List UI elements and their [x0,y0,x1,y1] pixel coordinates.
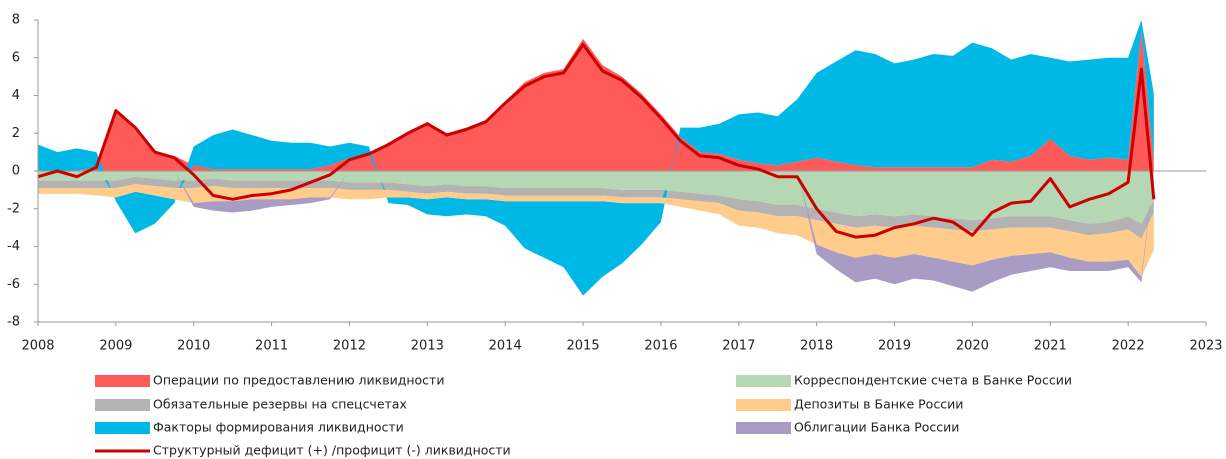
legend-swatch [736,375,791,387]
legend-item: Облигации Банка России [736,420,959,435]
y-tick-label: -8 [7,315,20,330]
y-tick-label: -2 [7,201,20,216]
x-tick-label: 2016 [644,339,677,354]
area [38,184,1154,277]
area [38,29,1154,172]
legend-label: Корреспондентские счета в Банке России [794,373,1072,388]
y-tick-label: 6 [12,50,20,65]
legend-label: Факторы формирования ликвидности [153,420,404,435]
x-tick-label: 2011 [255,339,288,354]
legend-label: Структурный дефицит (+) /профицит (-) ли… [153,443,511,458]
x-tick-label: 2012 [333,339,366,354]
x-tick-label: 2017 [722,339,755,354]
area [38,171,1154,224]
legend-swatch [95,375,150,387]
x-tick-label: 2019 [878,339,911,354]
x-tick-label: 2023 [1189,339,1222,354]
legend-label: Облигации Банка России [794,420,959,435]
legend-item: Структурный дефицит (+) /профицит (-) ли… [95,443,511,458]
x-tick-label: 2018 [800,339,833,354]
y-tick-label: 4 [12,88,20,103]
legend-item: Корреспондентские счета в Банке России [736,373,1072,388]
legend-item: Операции по предоставлению ликвидности [95,373,444,388]
legend-swatch [736,422,791,434]
x-tick-label: 2009 [99,339,132,354]
x-tick-label: 2008 [21,339,54,354]
area [38,176,1154,239]
legend-label: Операции по предоставлению ликвидности [153,373,444,388]
legend-swatch [95,399,150,411]
legend-swatch [736,399,791,411]
y-tick-label: -6 [7,277,20,292]
x-tick-label: 2010 [177,339,210,354]
legend-swatch [95,422,150,434]
y-tick-label: -4 [7,239,20,254]
x-tick-label: 2013 [411,339,444,354]
y-tick-label: 2 [12,126,20,141]
area [38,20,1154,296]
legend-label: Обязательные резервы на спецсчетах [153,397,407,412]
line-series [37,43,1156,239]
x-tick-label: 2020 [956,339,989,354]
y-tick-label: 0 [12,164,20,179]
area [38,171,1154,292]
legend-item: Факторы формирования ликвидности [95,420,404,435]
legend-item: Депозиты в Банке России [736,397,963,412]
x-tick-label: 2021 [1034,339,1067,354]
legend-label: Депозиты в Банке России [794,397,963,412]
x-tick-label: 2014 [489,339,522,354]
x-tick-label: 2022 [1112,339,1145,354]
x-tick-label: 2015 [567,339,600,354]
legend-item: Обязательные резервы на спецсчетах [95,397,407,412]
y-tick-label: 8 [12,13,20,28]
